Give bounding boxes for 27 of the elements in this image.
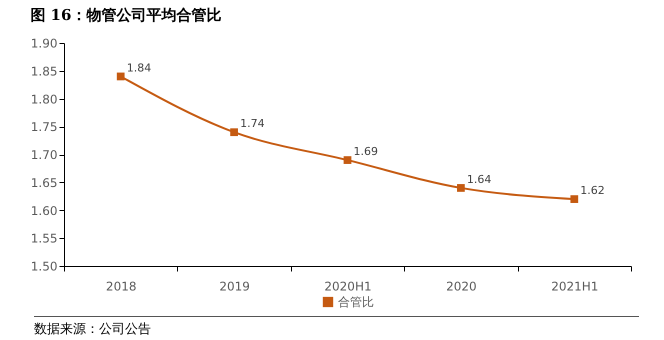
y-tick-label: 1.85 [30, 64, 58, 78]
point [116, 72, 125, 80]
y-tick-label: 1.60 [30, 204, 58, 218]
x-tick-label: 2019 [219, 280, 250, 294]
point [344, 156, 352, 164]
data-label: 1.84 [126, 61, 152, 74]
y-tick-label: 1.80 [30, 92, 58, 106]
point [230, 128, 238, 136]
x-tick-label: 2018 [106, 280, 136, 294]
x-tick-label: 2020 [446, 280, 477, 294]
y-tick-label: 1.65 [30, 176, 58, 190]
chart-title: 图 16：物管公司平均合管比 [30, 6, 222, 24]
data-label: 1.64 [466, 172, 492, 186]
x-tick-label: 2020H1 [324, 280, 372, 294]
x-tick-label: 2021H1 [551, 280, 598, 294]
y-tick-label: 1.90 [30, 36, 58, 50]
y-tick-label: 1.70 [30, 148, 58, 162]
y-tick-label: 1.55 [30, 232, 58, 246]
y-tick-label: 1.50 [30, 260, 58, 274]
data-label: 1.62 [580, 184, 605, 198]
data-label: 1.69 [354, 145, 378, 158]
point [570, 195, 578, 203]
point [457, 184, 465, 192]
data-label: 1.74 [240, 117, 265, 130]
legend-label: 合管比 [338, 295, 374, 309]
y-tick-label: 1.75 [30, 120, 58, 134]
source-note: 数据来源：公司公告 [34, 316, 639, 338]
